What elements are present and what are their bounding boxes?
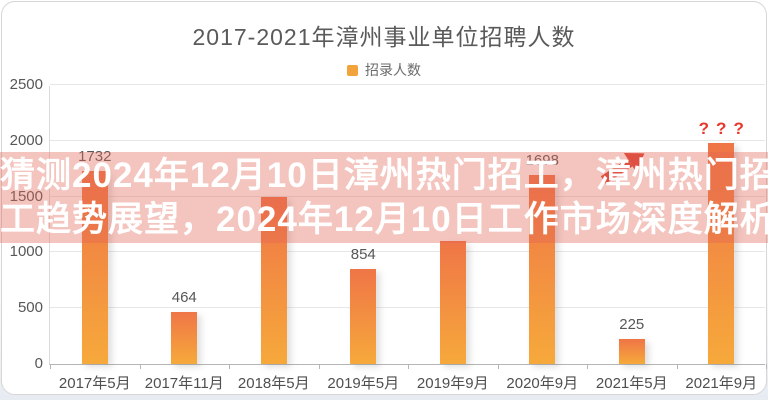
bar [618, 338, 645, 364]
x-axis-label: 2020年9月 [506, 375, 579, 392]
y-axis-tick-label: 1000 [9, 243, 43, 261]
bar-value-label: 1698 [525, 151, 559, 169]
x-axis-tick [318, 364, 320, 369]
x-axis-tick [676, 364, 678, 369]
x-axis-label: 2021年9月 [685, 375, 758, 392]
bar-value-label: 464 [171, 289, 197, 307]
watermark-line-1: 猜测2024年12月10日漳州热门招工，漳州热门招 [0, 155, 768, 195]
bar-value-label: 225 [619, 315, 645, 333]
bar-value-label: 854 [350, 245, 376, 263]
category-column: 854 2019年5月 [319, 86, 409, 392]
bar [81, 170, 108, 364]
watermark-band: 猜测2024年12月10日漳州热门招工，漳州热门招 工趋势展望，2024年12月… [0, 152, 768, 243]
x-axis-label: 2019年9月 [416, 375, 489, 392]
x-axis-tick [229, 364, 230, 369]
category-column: 225 2021年5月 [587, 86, 677, 392]
x-axis-tick [587, 364, 588, 369]
gridline [50, 251, 765, 253]
bar [708, 143, 735, 364]
x-axis-tick [497, 364, 499, 369]
bar [171, 312, 198, 364]
x-axis-label: 2018年5月 [237, 375, 310, 392]
chart-title: 2017-2021年漳州事业单位招聘人数 [192, 24, 576, 50]
category-column: 2018年5月 [229, 86, 319, 392]
bar [260, 196, 287, 364]
watermark-line-2: 工趋势展望，2024年12月10日工作市场深度解析 [0, 199, 768, 239]
x-axis-tick [50, 364, 51, 369]
legend-marker-icon [347, 64, 358, 76]
category-column: 1698 2020年9月 [498, 86, 588, 392]
x-axis-tick [139, 364, 141, 369]
bar-value-label: ??? [698, 119, 751, 139]
legend-label: 招录人数 [365, 62, 421, 78]
gridline [50, 84, 765, 85]
category-column: ??? 2021年9月 [677, 86, 767, 392]
x-axis-label: 2019年5月 [327, 375, 400, 392]
bar [529, 174, 556, 364]
trend-up-arrow-icon [598, 143, 650, 194]
x-axis-tick [766, 364, 767, 369]
bar [439, 241, 466, 364]
gridline [50, 139, 765, 141]
x-axis-label: 2017年5月 [58, 375, 131, 392]
y-axis-tick-label: 2500 [9, 76, 43, 93]
bar-value-label: 1732 [78, 147, 112, 165]
x-axis-label: 2021年5月 [595, 375, 668, 392]
y-axis-tick-label: 500 [17, 299, 43, 317]
plot-area: 0 500 1000 1500 2000 2500 1732 2017年5月 464 2017年1… [10, 76, 767, 392]
x-axis-tick [408, 364, 409, 369]
y-axis-tick-label: 0 [34, 355, 43, 372]
gridline [50, 307, 765, 309]
x-axis-label: 2017年11月 [144, 375, 224, 392]
y-axis-tick-label: 1500 [9, 187, 43, 205]
legend: 招录人数 [2, 60, 766, 80]
category-column: 2019年9月 [408, 86, 498, 392]
bar [350, 268, 377, 364]
category-column: 464 2017年11月 [140, 86, 230, 392]
category-column: 1732 2017年5月 [50, 86, 140, 392]
gridline [50, 195, 765, 197]
y-axis-tick-label: 2000 [9, 131, 43, 149]
